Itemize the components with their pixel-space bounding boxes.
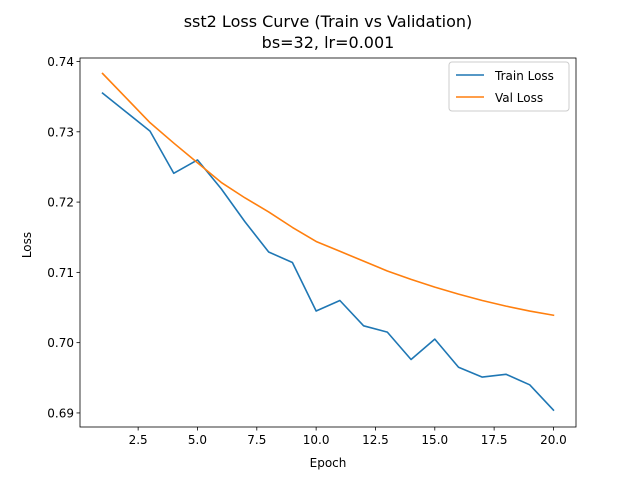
series-line-val-loss	[101, 72, 555, 317]
chart-title: sst2 Loss Curve (Train vs Validation)	[184, 12, 473, 31]
axes-frame	[79, 57, 577, 428]
y-axis-ticks: 0.69 0.70 0.71 0.72 0.73 0.74	[47, 55, 80, 420]
series-lines	[101, 72, 555, 412]
x-axis-label: Epoch	[310, 456, 347, 470]
y-tick-label: 0.70	[47, 336, 74, 350]
x-axis-ticks: 2.5 5.0 7.5 10.0 12.5 15.0 17.5 20.0	[129, 427, 567, 447]
y-tick-label: 0.71	[47, 266, 74, 280]
y-tick-label: 0.69	[47, 406, 74, 420]
y-axis-label: Loss	[20, 232, 34, 258]
series-line-train-loss	[101, 92, 555, 412]
x-tick-label: 17.5	[481, 433, 508, 447]
y-tick-label: 0.74	[47, 55, 74, 69]
x-tick-label: 5.0	[188, 433, 207, 447]
x-tick-label: 7.5	[247, 433, 266, 447]
y-tick-label: 0.72	[47, 196, 74, 210]
x-tick-label: 2.5	[129, 433, 148, 447]
chart-subtitle: bs=32, lr=0.001	[262, 33, 395, 52]
plot-area	[79, 57, 577, 428]
x-tick-label: 20.0	[540, 433, 567, 447]
legend: Train Loss Val Loss	[448, 61, 570, 112]
x-tick-label: 10.0	[303, 433, 330, 447]
legend-label-val-loss: Val Loss	[495, 91, 543, 105]
x-tick-label: 12.5	[362, 433, 389, 447]
legend-label-train-loss: Train Loss	[494, 69, 554, 83]
y-tick-label: 0.73	[47, 125, 74, 139]
x-tick-label: 15.0	[421, 433, 448, 447]
